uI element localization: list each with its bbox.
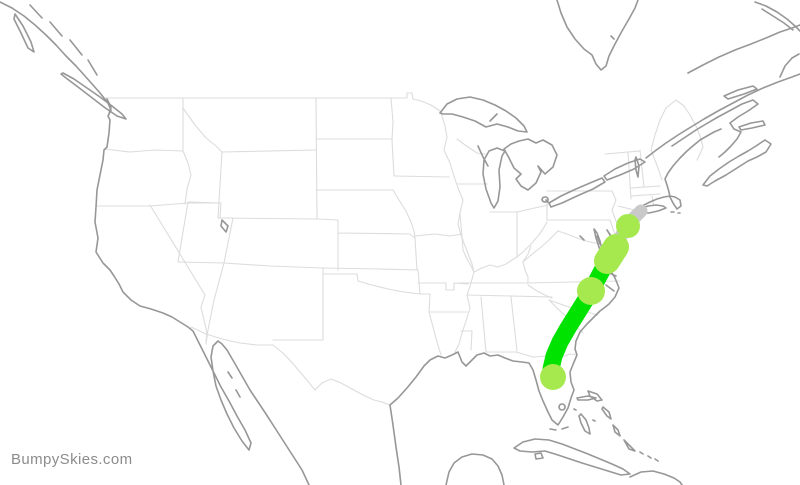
flight-route — [540, 204, 648, 390]
light-green-segment — [594, 234, 629, 274]
light-green-spot — [577, 277, 605, 305]
light-green-spot — [540, 364, 566, 390]
state-borders — [95, 92, 704, 406]
site-watermark: BumpySkies.com — [11, 451, 133, 468]
green-segment — [542, 252, 616, 378]
light-green-spot — [616, 214, 640, 238]
